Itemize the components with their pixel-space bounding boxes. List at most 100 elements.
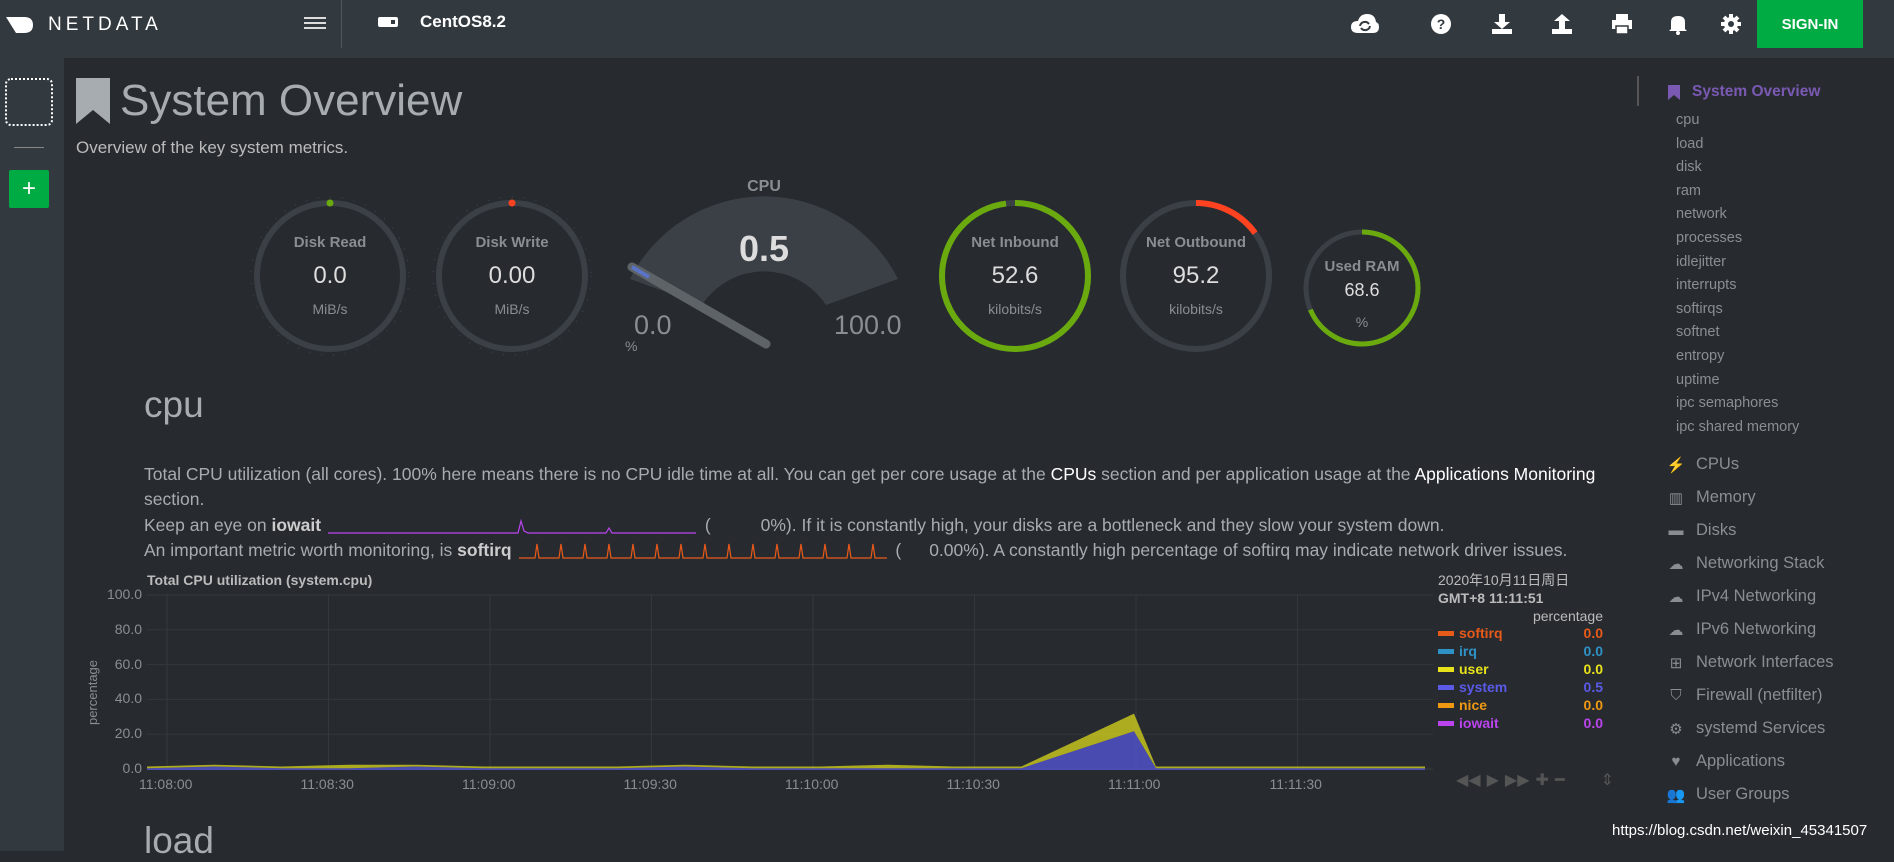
nav-subitem-interrupts[interactable]: interrupts (1676, 277, 1737, 294)
gauge-label: CPU (747, 178, 781, 195)
bell-icon[interactable] (1663, 10, 1693, 38)
used-ram-gauge[interactable]: Used RAM 68.6 % (1302, 228, 1422, 348)
nav-item-systemd-services[interactable]: ⚙ systemd Services (1666, 719, 1825, 738)
nav-item-ipv4-networking[interactable]: ☁ IPv4 Networking (1666, 587, 1817, 606)
server-icon (378, 17, 398, 27)
legend-swatch (1438, 666, 1454, 672)
host-name: CentOS8.2 (420, 12, 506, 31)
heartbeat-icon: ♥ (1671, 753, 1681, 770)
netdata-logo[interactable]: NETDATA (6, 14, 162, 36)
section-heading-cpu: cpu (144, 384, 204, 425)
cogs-icon: ⚙ (1669, 720, 1683, 738)
y-tick-label: 40.0 (114, 690, 142, 707)
net-outbound-arc (1120, 200, 1272, 352)
play-icon[interactable]: ▶ (1486, 772, 1499, 789)
nav-subitem-ipc-shared-memory[interactable]: ipc shared memory (1676, 418, 1800, 435)
legend-swatch (1438, 702, 1454, 708)
gauge-unit: MiB/s (312, 301, 348, 317)
disk-write-gauge[interactable]: Disk Write 0.00 MiB/s (432, 196, 592, 356)
applications-monitoring-link[interactable]: Applications Monitoring (1414, 464, 1596, 484)
forward-icon[interactable]: ▶▶ (1504, 772, 1530, 789)
legend-item-softirq[interactable]: softirq 0.0 (1438, 624, 1603, 642)
legend-item-system[interactable]: system 0.5 (1438, 678, 1603, 696)
nav-subitem-disk[interactable]: disk (1676, 159, 1702, 176)
users-icon: 👥 (1666, 786, 1686, 804)
nav-active-border (1637, 76, 1639, 106)
bookmark-icon (76, 78, 110, 124)
nav-subitem-ipc-semaphores[interactable]: ipc semaphores (1676, 395, 1779, 412)
gauge-unit: % (1355, 314, 1369, 330)
softirq-sparkline[interactable] (518, 540, 887, 562)
nav-subitem-processes[interactable]: processes (1676, 230, 1743, 246)
nav-item-label: systemd Services (1696, 719, 1826, 737)
legend-value: 0.0 (1583, 661, 1603, 677)
nav-item-network-interfaces[interactable]: ⊞ Network Interfaces (1666, 653, 1834, 672)
zoom-out-icon[interactable]: ━ (1554, 772, 1565, 789)
zoom-in-icon[interactable]: ✚ (1535, 772, 1549, 789)
nav-item-label: IPv6 Networking (1696, 620, 1817, 638)
nav-subitem-idlejitter[interactable]: idlejitter (1676, 253, 1726, 270)
resize-icon[interactable]: ⇕ (1600, 772, 1614, 789)
nav-subitem-network[interactable]: network (1676, 206, 1727, 223)
upload-icon[interactable] (1547, 10, 1577, 38)
add-space-button[interactable]: + (9, 170, 49, 208)
legend-value: 0.0 (1583, 697, 1603, 713)
disk-write-indicator (508, 199, 516, 207)
page-title-text: System Overview (120, 76, 463, 125)
nav-subitem-cpu[interactable]: cpu (1676, 112, 1700, 128)
nav-subitem-softirqs[interactable]: softirqs (1676, 300, 1723, 317)
cpu-description-line2: Keep an eye on iowait (0%). If it is con… (144, 513, 1444, 538)
brand-name: NETDATA (48, 14, 162, 35)
space-selector[interactable] (5, 78, 53, 126)
nav-item-label: Memory (1696, 488, 1756, 506)
x-tick-label: 11:10:30 (946, 776, 1000, 792)
cloud-sync-icon[interactable] (1350, 10, 1380, 38)
nav-item-memory[interactable]: ▥ Memory (1666, 488, 1756, 507)
disk-read-gauge[interactable]: Disk Read 0.0 MiB/s (250, 196, 410, 356)
legend-swatch (1438, 648, 1454, 654)
nav-subitem-softnet[interactable]: softnet (1676, 324, 1720, 341)
download-icon[interactable] (1487, 10, 1517, 38)
divider (14, 147, 44, 148)
nav-subitem-load[interactable]: load (1676, 135, 1704, 152)
gauge-value: 52.6 (991, 262, 1039, 289)
gauge-unit: % (625, 338, 638, 354)
gauge-label: Net Inbound (971, 234, 1059, 251)
divider (341, 0, 342, 48)
cpu-chart-plot[interactable] (147, 594, 1433, 770)
nav-item-firewall-netfilter-[interactable]: ⛉ Firewall (netfilter) (1666, 686, 1822, 705)
nav-item-cpus[interactable]: ⚡ CPUs (1666, 455, 1739, 474)
nav-item-label: CPUs (1696, 455, 1740, 473)
legend-item-nice[interactable]: nice 0.0 (1438, 696, 1603, 714)
host-selector[interactable]: CentOS8.2 (378, 12, 506, 32)
gear-icon[interactable] (1716, 10, 1746, 38)
sign-in-button[interactable]: SIGN-IN (1757, 0, 1863, 48)
page-title: System Overview (76, 76, 462, 126)
net-inbound-gauge[interactable]: Net Inbound 52.6 kilobits/s (935, 196, 1095, 356)
legend-item-user[interactable]: user 0.0 (1438, 660, 1603, 678)
y-tick-label: 80.0 (114, 620, 142, 637)
legend-item-irq[interactable]: irq 0.0 (1438, 642, 1603, 660)
rewind-icon[interactable]: ◀◀ (1456, 772, 1481, 789)
print-icon[interactable] (1607, 10, 1637, 38)
nav-item-applications[interactable]: ♥ Applications (1666, 752, 1785, 771)
nav-item-system-overview[interactable]: System Overview (1668, 83, 1820, 101)
nav-subitem-entropy[interactable]: entropy (1676, 348, 1725, 364)
nav-item-ipv6-networking[interactable]: ☁ IPv6 Networking (1666, 620, 1817, 639)
help-icon[interactable]: ? (1426, 10, 1456, 38)
cpu-gauge[interactable]: CPU 0.5 0.0 100.0 % (614, 172, 914, 372)
cpus-link[interactable]: CPUs (1050, 464, 1097, 484)
net-outbound-gauge[interactable]: Net Outbound 95.2 kilobits/s (1116, 196, 1276, 356)
nav-item-disks[interactable]: ▬ Disks (1666, 521, 1737, 540)
nav-item-label: Networking Stack (1696, 554, 1825, 572)
disk-read-indicator (326, 199, 334, 207)
nav-subitem-uptime[interactable]: uptime (1676, 371, 1720, 388)
gauge-label: Used RAM (1324, 258, 1400, 275)
nav-subitem-ram[interactable]: ram (1676, 182, 1701, 199)
legend-item-iowait[interactable]: iowait 0.0 (1438, 714, 1603, 732)
bookmark-icon (1668, 84, 1680, 100)
nav-item-user-groups[interactable]: 👥 User Groups (1666, 785, 1790, 804)
iowait-sparkline[interactable] (327, 515, 696, 537)
nav-item-networking-stack[interactable]: ☁ Networking Stack (1666, 554, 1825, 573)
menu-icon[interactable] (304, 14, 326, 34)
